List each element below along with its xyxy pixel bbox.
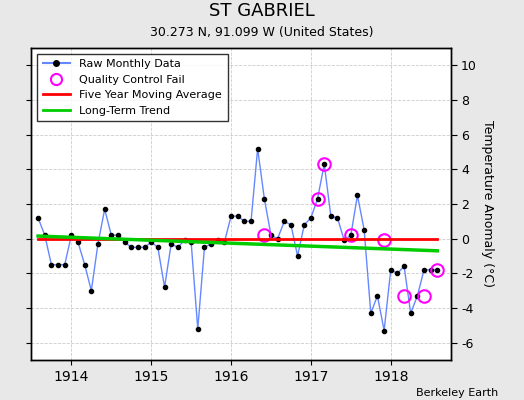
Legend: Raw Monthly Data, Quality Control Fail, Five Year Moving Average, Long-Term Tren: Raw Monthly Data, Quality Control Fail, …	[37, 54, 227, 121]
Text: ST GABRIEL: ST GABRIEL	[209, 2, 315, 20]
Text: Berkeley Earth: Berkeley Earth	[416, 388, 498, 398]
Y-axis label: Temperature Anomaly (°C): Temperature Anomaly (°C)	[481, 120, 494, 288]
Text: 30.273 N, 91.099 W (United States): 30.273 N, 91.099 W (United States)	[150, 26, 374, 39]
